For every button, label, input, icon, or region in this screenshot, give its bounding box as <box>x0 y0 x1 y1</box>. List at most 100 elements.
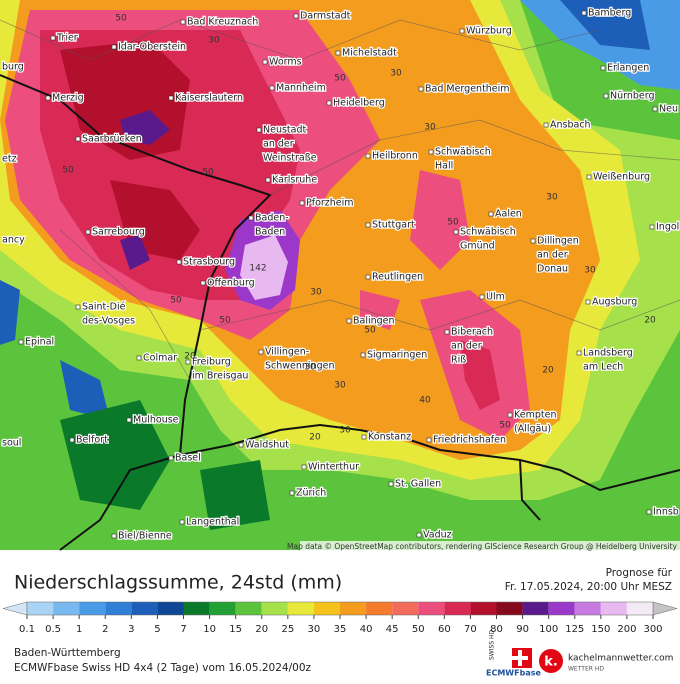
forecast-time: Fr. 17.05.2024, 20:00 Uhr MESZ <box>505 581 672 593</box>
city-label: Donau <box>537 264 568 275</box>
city-label: Ulm <box>486 292 505 303</box>
city-label: Kaiserslautern <box>175 93 243 104</box>
color-swatch <box>105 602 132 615</box>
city-label: Bad Kreuznach <box>187 17 258 28</box>
city-label: Winterthur <box>308 462 359 473</box>
color-swatch <box>496 602 523 615</box>
contour-label: 30 <box>546 193 558 203</box>
color-swatch <box>418 602 445 615</box>
city-label: Dillingen <box>537 236 579 247</box>
k-logo <box>539 649 563 673</box>
city-dot <box>603 93 609 99</box>
city-label: Basel <box>175 453 201 464</box>
city-label: Würzburg <box>466 26 512 37</box>
colorbar-tick-label: 100 <box>539 624 558 635</box>
colorbar-tick-label: 300 <box>643 624 662 635</box>
contour-label: 30 <box>584 266 596 276</box>
city-label: Erlangen <box>607 63 649 74</box>
city-label: Colmar <box>143 353 177 364</box>
contour-label: 50 <box>447 218 459 228</box>
city-label: Weinstraße <box>263 153 317 164</box>
city-label: Villingen- <box>265 347 309 358</box>
city-dot <box>248 215 254 221</box>
city-dot <box>418 86 424 92</box>
color-swatch <box>209 602 236 615</box>
city-label: Schwäbisch <box>460 227 516 238</box>
city-label: Heilbronn <box>372 151 418 162</box>
city-label: Schwäbisch <box>435 147 491 158</box>
logo-swiss: SWISS HD <box>489 629 496 660</box>
city-dot <box>238 442 244 448</box>
city-dot <box>176 259 182 265</box>
contour-label: 30 <box>304 363 316 373</box>
city-label: Baden <box>255 227 285 238</box>
city-label: St. Gallen <box>395 479 441 490</box>
logo-letter: k. <box>544 655 558 670</box>
city-dot <box>543 122 549 128</box>
color-swatch <box>340 602 367 615</box>
logo-ecmwf: ECMWFbase <box>486 669 541 678</box>
city-dot <box>507 412 513 418</box>
color-swatch <box>131 602 158 615</box>
title: Niederschlagssumme, 24std (mm) <box>14 572 342 594</box>
city-dot <box>111 44 117 50</box>
city-dot <box>256 127 262 133</box>
colorbar-tick-label: 40 <box>360 624 373 635</box>
colorbar-tick-label: 1 <box>76 624 82 635</box>
city-dot <box>168 455 174 461</box>
color-swatch <box>183 602 210 615</box>
city-label: Mannheim <box>276 83 326 94</box>
contour-label: 40 <box>419 396 431 406</box>
city-dot <box>126 417 132 423</box>
site-sub: WETTER HD <box>568 666 604 673</box>
city-dot <box>346 318 352 324</box>
colorbar-tick-label: 70 <box>464 624 477 635</box>
city-dot <box>18 339 24 345</box>
city-label: Karlsruhe <box>272 175 317 186</box>
city-label: Bamberg <box>588 8 631 19</box>
city-label: Gmünd <box>460 241 495 252</box>
city-dot <box>444 329 450 335</box>
colorbar-tick-label: 50 <box>412 624 425 635</box>
city-dot <box>428 149 434 155</box>
city-label: an der <box>537 250 568 261</box>
color-swatch <box>574 602 601 615</box>
region: Baden-Württemberg <box>14 647 121 659</box>
contour-label: 30 <box>339 426 351 436</box>
site: kachelmannwetter.com <box>568 654 673 664</box>
city-dot <box>388 481 394 487</box>
contour-label: 20 <box>309 433 321 443</box>
contour-label: 30 <box>424 123 436 133</box>
city-dot <box>262 59 268 65</box>
city-label: burg <box>2 62 24 73</box>
city-dot <box>488 211 494 217</box>
city-label: Mulhouse <box>133 415 179 426</box>
city-dot <box>479 294 485 300</box>
contour-label: 142 <box>249 264 266 274</box>
city-label: Pforzheim <box>306 198 354 209</box>
city-label: Balingen <box>353 316 395 327</box>
field-70 <box>60 40 200 260</box>
city-dot <box>576 350 582 356</box>
colorbar-tick-label: 15 <box>229 624 242 635</box>
city-dot <box>185 359 191 365</box>
color-swatch <box>27 602 54 615</box>
city-dot <box>365 274 371 280</box>
color-swatch <box>470 602 497 615</box>
color-swatch <box>79 602 106 615</box>
color-swatch <box>366 602 393 615</box>
city-label: Trier <box>56 33 78 44</box>
contour-label: 50 <box>334 74 346 84</box>
city-dot <box>69 437 75 443</box>
colorbar-tick-label: 0.1 <box>19 624 35 635</box>
city-label: soul <box>2 438 21 449</box>
city-label: Friedrichshafen <box>433 435 506 446</box>
city-label: Sigmaringen <box>367 350 427 361</box>
city-dot <box>652 106 658 112</box>
city-dot <box>75 304 81 310</box>
city-label: Saarbrücken <box>82 134 142 145</box>
city-label: Vaduz <box>423 530 452 541</box>
city-label: etz <box>2 154 17 165</box>
colorbar-tick-label: 200 <box>617 624 636 635</box>
